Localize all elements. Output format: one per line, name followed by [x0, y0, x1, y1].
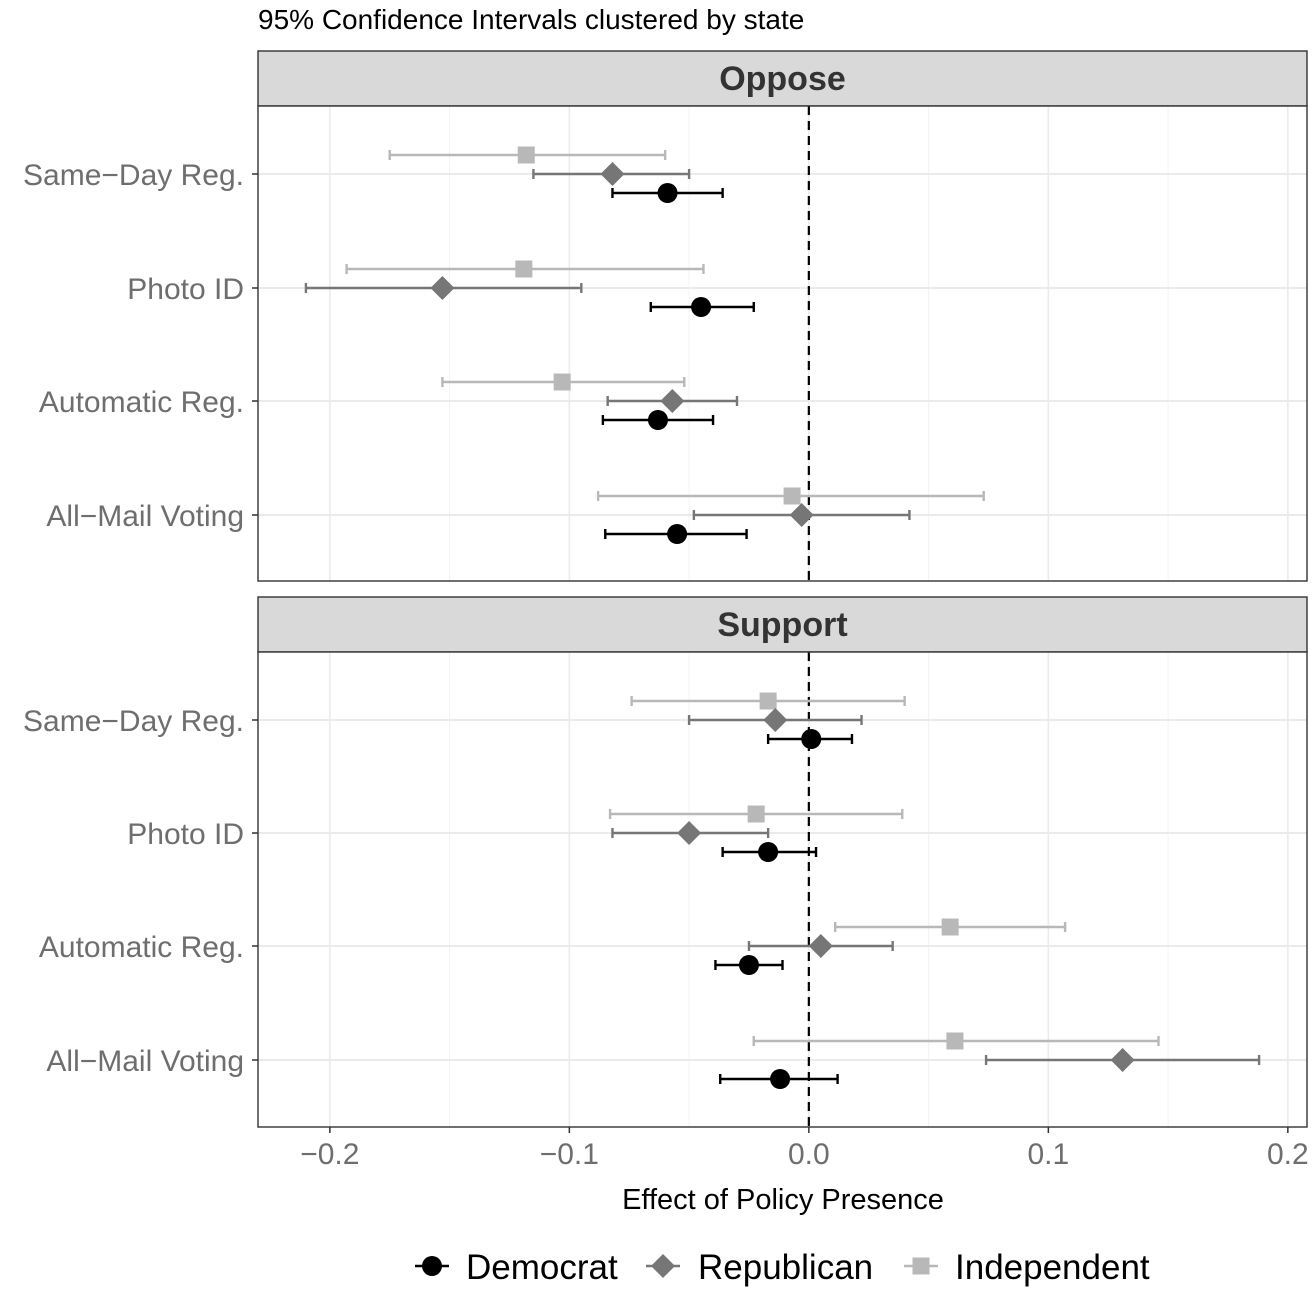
estimate-marker-republican [789, 503, 814, 527]
legend-item-independent: Independent [904, 1248, 1150, 1287]
point-independent [441, 373, 686, 391]
point-democrat [604, 524, 748, 544]
point-republican [304, 276, 583, 300]
panel-title-oppose: Oppose [719, 60, 846, 98]
legend-label: Independent [955, 1248, 1150, 1287]
category-label: Automatic Reg. [39, 386, 244, 419]
facet-panels: Oppose Same−Day Reg. Photo ID Automatic Reg… [23, 50, 1308, 1128]
legend-item-republican: Republican [646, 1248, 873, 1287]
point-independent [752, 1032, 1160, 1050]
point-republican [984, 1048, 1261, 1072]
estimate-marker-independent [759, 692, 777, 710]
point-republican [692, 503, 911, 527]
point-independent [596, 487, 985, 505]
point-democrat [649, 297, 755, 317]
panel-border [257, 651, 1308, 1128]
point-republican [532, 162, 691, 186]
legend: Democrat Republican Independent [415, 1248, 1150, 1287]
point-republican [687, 708, 863, 732]
estimate-marker-democrat [738, 955, 759, 975]
estimate-marker-independent [783, 487, 801, 505]
x-axis: −0.2 −0.1 0.0 0.1 0.2 [300, 1127, 1309, 1171]
estimate-marker-independent [553, 373, 571, 391]
panel-background [258, 652, 1307, 1127]
point-republican [747, 934, 894, 958]
category-label: Automatic Reg. [39, 931, 244, 964]
chart-subtitle: 95% Confidence Intervals clustered by st… [258, 4, 804, 35]
estimate-marker-democrat [667, 524, 688, 544]
point-republican [611, 821, 770, 845]
estimate-marker-democrat [647, 410, 668, 430]
estimate-marker-independent [946, 1032, 964, 1050]
category-label: Same−Day Reg. [23, 705, 244, 738]
estimate-marker-democrat [691, 297, 712, 317]
category-label: All−Mail Voting [46, 1045, 244, 1078]
estimate-marker-democrat [801, 729, 822, 749]
point-republican [606, 389, 739, 413]
estimate-marker-independent [515, 260, 533, 278]
estimate-marker-republican [600, 162, 625, 186]
panel-title-support: Support [717, 606, 847, 644]
category-label: All−Mail Voting [46, 500, 244, 533]
panel-background [258, 106, 1307, 581]
point-democrat [766, 729, 854, 749]
x-tick-label: 0.0 [788, 1138, 830, 1171]
estimate-marker-republican [677, 821, 702, 845]
x-axis-title: Effect of Policy Presence [622, 1184, 944, 1216]
estimate-marker-democrat [657, 183, 678, 203]
panel-support: Support Same−Day Reg. Photo ID Automatic Re… [23, 596, 1308, 1128]
point-democrat [611, 183, 724, 203]
legend-key-square-icon [912, 1257, 930, 1275]
x-tick-label: 0.2 [1267, 1138, 1309, 1171]
legend-key-circle-icon [422, 1256, 442, 1276]
estimate-marker-republican [808, 934, 833, 958]
point-independent [345, 260, 705, 278]
panel-oppose: Oppose Same−Day Reg. Photo ID Automatic Reg… [23, 50, 1308, 582]
point-independent [608, 805, 904, 823]
point-democrat [714, 955, 784, 975]
category-label: Photo ID [127, 273, 244, 306]
legend-label: Democrat [466, 1248, 618, 1287]
estimate-marker-independent [747, 805, 765, 823]
x-tick-label: −0.2 [300, 1138, 359, 1171]
category-label: Same−Day Reg. [23, 159, 244, 192]
estimate-marker-independent [517, 146, 535, 164]
point-democrat [721, 842, 818, 862]
point-democrat [601, 410, 715, 430]
legend-key-diamond-icon [651, 1254, 675, 1278]
x-tick-label: −0.1 [540, 1138, 599, 1171]
panel-strip-oppose [257, 50, 1308, 107]
estimate-marker-republican [660, 389, 685, 413]
estimate-marker-republican [1110, 1048, 1135, 1072]
estimate-marker-democrat [770, 1069, 791, 1089]
estimate-marker-republican [763, 708, 788, 732]
point-independent [388, 146, 667, 164]
legend-item-democrat: Democrat [415, 1248, 618, 1287]
estimate-marker-democrat [758, 842, 779, 862]
point-independent [630, 692, 906, 710]
estimate-marker-independent [941, 918, 959, 936]
point-democrat [719, 1069, 839, 1089]
panel-border [257, 105, 1308, 582]
estimate-marker-republican [430, 276, 455, 300]
point-independent [833, 918, 1067, 936]
x-tick-label: 0.1 [1027, 1138, 1069, 1171]
category-label: Photo ID [127, 818, 244, 851]
legend-label: Republican [698, 1248, 873, 1287]
